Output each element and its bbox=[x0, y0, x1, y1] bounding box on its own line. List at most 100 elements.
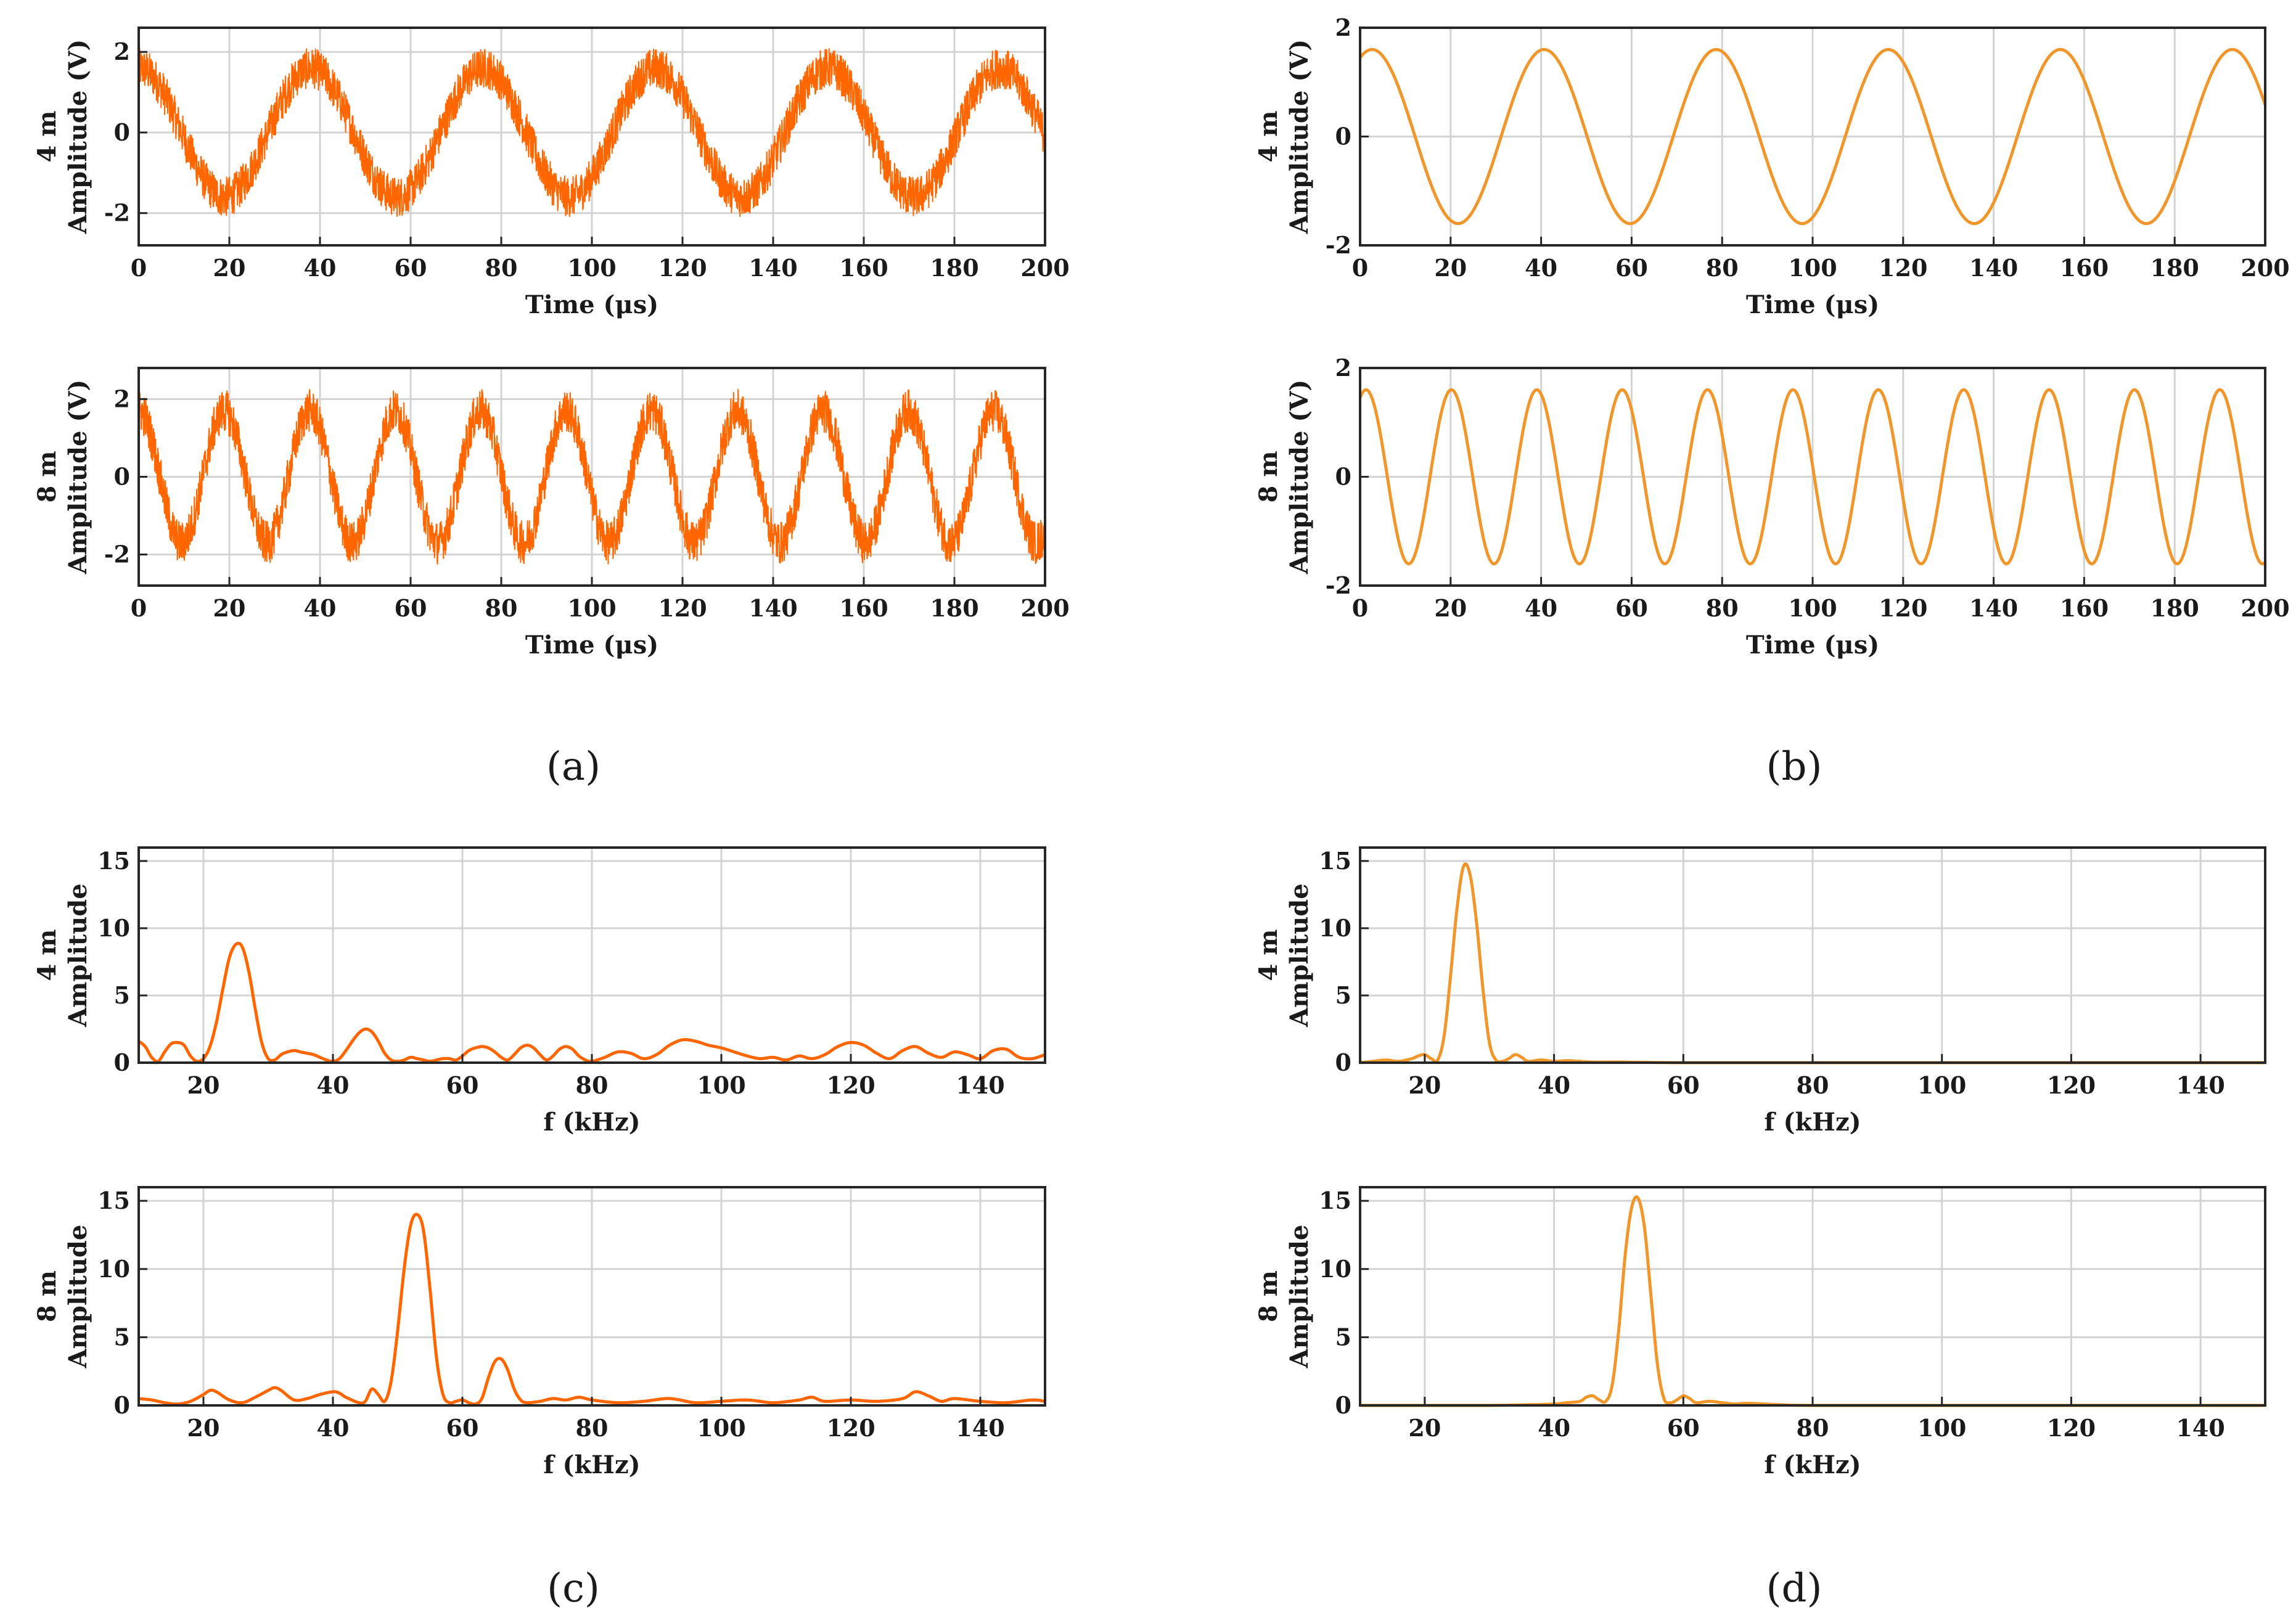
x-tick-label: 80 bbox=[1706, 594, 1739, 622]
x-tick-label: 120 bbox=[1879, 594, 1927, 622]
x-tick-label: 200 bbox=[1020, 254, 1069, 282]
x-tick-label: 120 bbox=[658, 254, 707, 282]
x-tick-label: 160 bbox=[2060, 254, 2109, 282]
x-axis-label: Time (μs) bbox=[1746, 631, 1879, 660]
x-tick-label: 40 bbox=[304, 254, 337, 282]
x-tick-label: 20 bbox=[213, 254, 246, 282]
x-tick-label: 80 bbox=[485, 594, 518, 622]
chart-d-8m: 20 40 60 80 100 120 140 0 5 10 15 f (kHz) Amplitud… bbox=[1254, 1186, 2266, 1479]
y-tick-label: 15 bbox=[97, 1187, 130, 1214]
gridlines bbox=[139, 28, 1045, 245]
y-tick-label: 0 bbox=[114, 1391, 130, 1419]
y-tick-label: 5 bbox=[114, 981, 130, 1009]
y-axis-label: Amplitude bbox=[1285, 883, 1314, 1028]
x-tick-label: 120 bbox=[2047, 1071, 2096, 1099]
x-tick-label: 60 bbox=[395, 594, 427, 622]
row-label: 8 m bbox=[1254, 451, 1283, 502]
x-tick-label: 80 bbox=[576, 1071, 609, 1099]
x-tick-label: 140 bbox=[1969, 254, 2018, 282]
row-label: 8 m bbox=[33, 1270, 62, 1322]
x-tick-label: 80 bbox=[1797, 1071, 1829, 1099]
y-tick-label: -2 bbox=[104, 199, 130, 227]
x-tick-label: 40 bbox=[1525, 594, 1557, 622]
y-tick-label: 2 bbox=[114, 38, 130, 65]
y-tick-label: 15 bbox=[1319, 847, 1351, 875]
x-tick-label: 40 bbox=[317, 1414, 350, 1442]
tick-labels: 0 20 40 60 80 100 120 140 160 180 200-202 bbox=[104, 38, 1070, 282]
x-axis-label: Time (μs) bbox=[525, 631, 658, 660]
x-axis-label: f (kHz) bbox=[543, 1108, 640, 1137]
x-tick-label: 140 bbox=[748, 594, 797, 622]
panel-caption-a: (a) bbox=[546, 744, 601, 790]
y-tick-label: -2 bbox=[1326, 231, 1351, 259]
x-tick-label: 0 bbox=[1352, 254, 1368, 282]
tick-labels: 20 40 60 80 100 120 140 0 5 10 15 bbox=[97, 1187, 1005, 1442]
chart-d-4m: 20 40 60 80 100 120 140 0 5 10 15 f (kHz) Amplitud… bbox=[1254, 846, 2266, 1137]
chart-b-4m: 0 20 40 60 80 100 120 140 160 180 200-202 Time (μs… bbox=[1254, 14, 2290, 319]
x-tick-label: 100 bbox=[1788, 254, 1837, 282]
x-tick-label: 0 bbox=[131, 254, 147, 282]
x-tick-label: 100 bbox=[567, 254, 616, 282]
x-tick-label: 40 bbox=[317, 1071, 350, 1099]
x-tick-label: 40 bbox=[304, 594, 337, 622]
chart-a-8m: 0 20 40 60 80 100 120 140 160 180 200-202 Time (μs… bbox=[33, 367, 1070, 660]
y-tick-label: 15 bbox=[1319, 1187, 1351, 1214]
gridlines bbox=[1360, 368, 2265, 586]
y-axis-label: Amplitude (V) bbox=[1285, 380, 1314, 575]
tick-labels: 20 40 60 80 100 120 140 0 5 10 15 bbox=[1319, 1187, 2225, 1442]
y-tick-label: 10 bbox=[1319, 914, 1351, 942]
x-tick-label: 100 bbox=[567, 594, 616, 622]
x-tick-label: 20 bbox=[1408, 1071, 1441, 1099]
x-tick-label: 200 bbox=[1020, 594, 1069, 622]
x-axis-label: f (kHz) bbox=[1764, 1108, 1861, 1137]
x-tick-label: 140 bbox=[2176, 1071, 2224, 1099]
y-axis-label: Amplitude bbox=[1285, 1225, 1314, 1369]
y-tick-label: 10 bbox=[97, 1255, 130, 1283]
chart-c-8m: 20 40 60 80 100 120 140 0 5 10 15 f (kHz) Amplitud… bbox=[33, 1186, 1046, 1479]
x-tick-label: 20 bbox=[1434, 594, 1467, 622]
x-tick-label: 100 bbox=[1917, 1071, 1966, 1099]
y-tick-label: 0 bbox=[1335, 1391, 1351, 1419]
x-tick-label: 20 bbox=[187, 1071, 220, 1099]
signal-series bbox=[1359, 47, 2267, 226]
x-tick-label: 80 bbox=[576, 1414, 609, 1442]
y-tick-label: -2 bbox=[104, 541, 130, 568]
x-tick-label: 100 bbox=[1788, 594, 1837, 622]
row-label: 8 m bbox=[1254, 1270, 1283, 1322]
tick-labels: 20 40 60 80 100 120 140 0 5 10 15 bbox=[97, 847, 1005, 1099]
x-tick-label: 80 bbox=[485, 254, 518, 282]
signal-series bbox=[138, 47, 1046, 218]
y-tick-label: 0 bbox=[114, 463, 130, 491]
y-tick-label: 5 bbox=[1335, 981, 1351, 1009]
x-tick-label: 40 bbox=[1538, 1071, 1570, 1099]
y-tick-label: 0 bbox=[1335, 1049, 1351, 1076]
y-axis-label: Amplitude (V) bbox=[1285, 39, 1314, 235]
chart-a-4m: 0 20 40 60 80 100 120 140 160 180 200-202 Time (μs… bbox=[33, 27, 1070, 319]
x-tick-label: 60 bbox=[446, 1414, 479, 1442]
row-label: 4 m bbox=[33, 110, 62, 162]
x-tick-label: 60 bbox=[446, 1071, 479, 1099]
row-label: 4 m bbox=[33, 929, 62, 981]
y-tick-label: 10 bbox=[97, 914, 130, 942]
y-tick-label: 0 bbox=[114, 1049, 130, 1076]
gridlines bbox=[1360, 1187, 2265, 1405]
gridlines bbox=[1360, 28, 2265, 245]
x-tick-label: 40 bbox=[1538, 1414, 1570, 1442]
x-tick-label: 0 bbox=[1352, 594, 1368, 622]
y-tick-label: 0 bbox=[114, 118, 130, 146]
gridlines bbox=[139, 1187, 1045, 1405]
x-tick-label: 140 bbox=[1969, 594, 2018, 622]
series-line-d-8m bbox=[1360, 1195, 2265, 1407]
series-line-b-8m bbox=[1358, 388, 2266, 566]
y-axis-label: Amplitude (V) bbox=[64, 380, 92, 575]
x-tick-label: 160 bbox=[2060, 594, 2109, 622]
x-tick-label: 180 bbox=[930, 254, 978, 282]
series-line-b-4m bbox=[1359, 47, 2267, 226]
x-tick-label: 180 bbox=[2150, 594, 2199, 622]
signal-series bbox=[1358, 388, 2266, 566]
x-tick-label: 100 bbox=[697, 1071, 745, 1099]
y-axis-label: Amplitude bbox=[64, 883, 92, 1028]
x-tick-label: 120 bbox=[826, 1414, 875, 1442]
x-tick-label: 100 bbox=[697, 1414, 745, 1442]
